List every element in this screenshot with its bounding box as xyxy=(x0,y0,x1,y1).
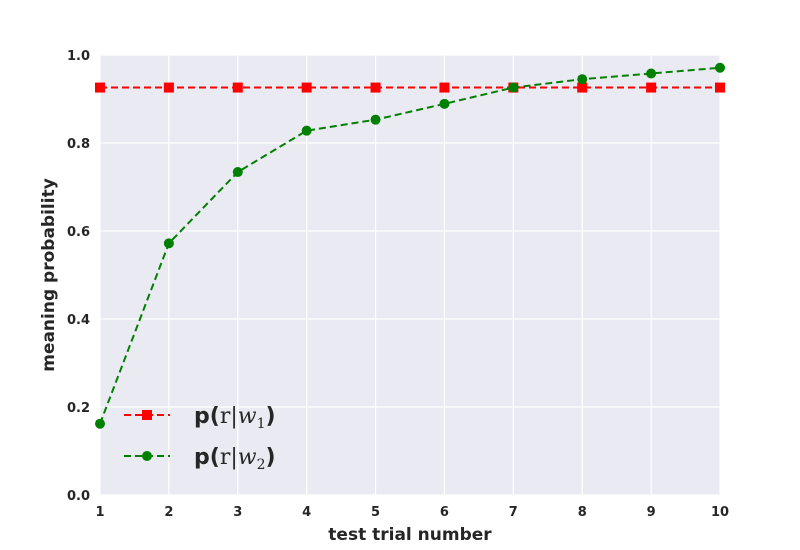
legend-math-sub: 1 xyxy=(257,416,266,432)
data-point xyxy=(232,167,243,178)
data-point xyxy=(301,82,312,93)
legend-entry-w2: p(r|w2) xyxy=(124,445,276,473)
y-tick-label: 0.4 xyxy=(67,313,90,328)
legend-entry-w1: p(r|w1) xyxy=(124,404,276,432)
legend-marker-circle xyxy=(142,451,152,461)
grid xyxy=(99,54,721,496)
legend-math-r: r xyxy=(220,404,231,429)
data-point xyxy=(232,82,243,93)
x-tick-label: 7 xyxy=(509,505,518,520)
data-point xyxy=(163,82,174,93)
x-tick-label: 5 xyxy=(371,505,380,520)
data-point xyxy=(715,82,725,93)
series-2 xyxy=(95,62,725,429)
data-point xyxy=(508,82,519,93)
legend-suffix: ) xyxy=(266,404,276,429)
legend-math-bar: | xyxy=(230,404,237,429)
data-point xyxy=(646,82,657,93)
legend-prefix: p( xyxy=(194,445,220,470)
legend-label-w2: p(r|w2) xyxy=(194,445,276,473)
legend-prefix: p( xyxy=(194,404,220,429)
data-point xyxy=(439,98,450,109)
data-point xyxy=(439,82,450,93)
data-point xyxy=(95,418,105,429)
legend: p(r|w1) p(r|w2) xyxy=(124,404,276,473)
series-line xyxy=(99,66,721,425)
data-point xyxy=(577,74,588,85)
legend-marker-square xyxy=(142,410,152,420)
legend-math-bar: | xyxy=(230,445,237,470)
series-layer xyxy=(95,62,725,429)
tick-labels: 1 2 3 4 5 6 7 8 9 10 0.0 0.2 0.4 0.6 0.8 1.0 xyxy=(67,49,729,520)
legend-math-r: r xyxy=(220,445,231,470)
x-tick-label: 10 xyxy=(711,505,729,520)
data-point xyxy=(715,62,725,73)
x-tick-label: 6 xyxy=(440,505,449,520)
x-tick-label: 4 xyxy=(302,505,311,520)
legend-math-sub: 2 xyxy=(257,457,266,473)
y-tick-label: 1.0 xyxy=(67,49,90,64)
x-tick-label: 8 xyxy=(578,505,587,520)
data-point xyxy=(370,114,381,125)
data-point xyxy=(646,68,657,79)
legend-label-w1: p(r|w1) xyxy=(194,404,276,432)
legend-math-w: w xyxy=(238,404,257,429)
y-tick-label: 0.6 xyxy=(67,225,90,240)
y-tick-label: 0.2 xyxy=(67,401,90,416)
x-tick-label: 9 xyxy=(647,505,656,520)
y-tick-label: 0.8 xyxy=(67,137,90,152)
legend-math-w: w xyxy=(238,445,257,470)
data-point xyxy=(370,82,381,93)
data-point xyxy=(577,82,588,93)
data-point xyxy=(95,82,105,93)
x-axis-label: test trial number xyxy=(328,525,492,545)
legend-suffix: ) xyxy=(266,445,276,470)
y-tick-label: 0.0 xyxy=(67,489,90,504)
data-point xyxy=(301,125,312,136)
y-axis-label: meaning probability xyxy=(39,178,59,372)
data-point xyxy=(163,238,174,249)
x-tick-label: 2 xyxy=(164,505,173,520)
x-tick-label: 3 xyxy=(233,505,242,520)
plot-area xyxy=(100,55,720,495)
x-tick-label: 1 xyxy=(95,505,104,520)
